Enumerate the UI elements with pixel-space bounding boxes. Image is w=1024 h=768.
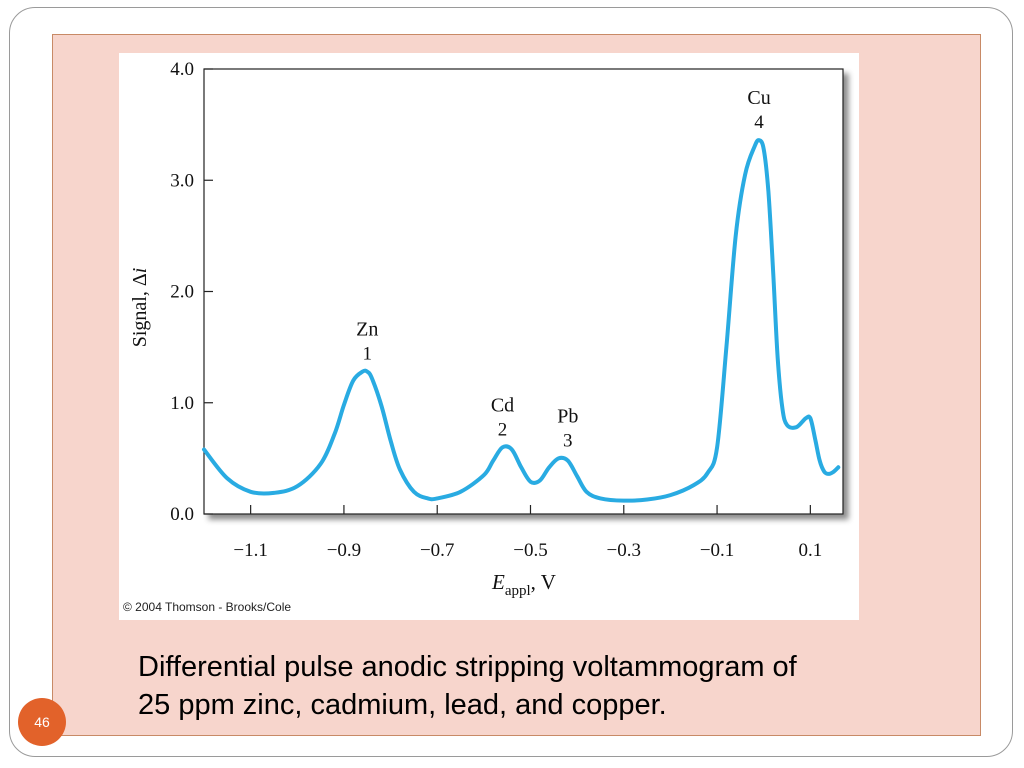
y-axis-label: Signal, Δi xyxy=(129,268,151,348)
x-axis-label-subscript: appl xyxy=(505,583,531,599)
figure-card: 0.0 1.0 2.0 3.0 4.0 −1.1 −0.9 −0.7 −0.5 −0.3 −0.1 0… xyxy=(119,53,859,620)
x-tick-label: −0.5 xyxy=(513,540,547,561)
x-tick-label: −0.1 xyxy=(700,540,734,561)
marks-layer xyxy=(202,138,841,503)
y-tick-label: 4.0 xyxy=(170,59,194,80)
labels-layer: 0.0 1.0 2.0 3.0 4.0 −1.1 −0.9 −0.7 −0.5 −0.3 −0.1 0… xyxy=(129,59,822,599)
x-tick-label: 0.1 xyxy=(798,540,822,561)
y-tick-label: 2.0 xyxy=(170,282,194,303)
x-tick-label: −0.9 xyxy=(327,540,361,561)
peak-element-label: Zn xyxy=(356,319,378,341)
peak-element-label: Pb xyxy=(557,405,578,427)
page-number-badge: 46 xyxy=(18,698,66,746)
y-tick-label: 1.0 xyxy=(170,393,194,414)
x-axis-label: Eappl, V xyxy=(491,570,556,599)
peak-number-label: 1 xyxy=(362,344,372,365)
voltammogram-chart: 0.0 1.0 2.0 3.0 4.0 −1.1 −0.9 −0.7 −0.5 −0.3 −0.1 0… xyxy=(129,59,844,599)
peak-number-label: 2 xyxy=(498,419,508,440)
y-tick-label: 3.0 xyxy=(170,170,194,191)
x-axis-label-italic: E xyxy=(491,570,505,594)
peak-number-label: 4 xyxy=(754,112,764,133)
slide-caption: Differential pulse anodic stripping volt… xyxy=(138,648,958,724)
axes-layer xyxy=(204,68,811,515)
caption-line-1: Differential pulse anodic stripping volt… xyxy=(138,651,797,683)
x-axis-label-suffix: , V xyxy=(531,570,556,594)
copyright-notice: © 2004 Thomson - Brooks/Cole xyxy=(123,600,292,614)
peak-element-label: Cd xyxy=(491,394,514,416)
x-tick-label: −0.7 xyxy=(420,540,454,561)
y-axis-label-prefix: Signal, Δ xyxy=(129,273,151,347)
y-tick-label: 0.0 xyxy=(170,504,194,525)
peak-element-label: Cu xyxy=(747,87,770,109)
series-line-1 xyxy=(202,138,841,503)
plot-area-frame xyxy=(203,68,844,515)
y-axis-label-italic: i xyxy=(129,268,151,274)
x-tick-label: −0.3 xyxy=(607,540,641,561)
caption-line-2: 25 ppm zinc, cadmium, lead, and copper. xyxy=(138,689,667,721)
x-tick-label: −1.1 xyxy=(233,540,267,561)
peak-number-label: 3 xyxy=(563,430,573,451)
page-number: 46 xyxy=(34,714,50,730)
